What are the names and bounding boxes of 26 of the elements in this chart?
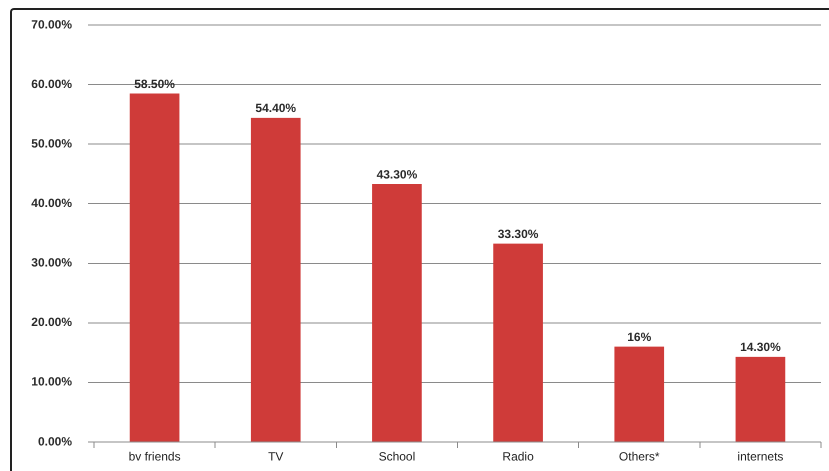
- bar: [130, 94, 180, 442]
- y-tick-label: 20.00%: [31, 315, 72, 330]
- bar: [372, 184, 422, 442]
- data-label: 33.30%: [498, 226, 539, 241]
- y-tick-label: 0.00%: [38, 434, 72, 448]
- data-label: 16%: [627, 330, 652, 344]
- data-label: 54.40%: [255, 101, 296, 116]
- bar: [736, 356, 786, 442]
- x-tick-label: TV: [268, 450, 284, 464]
- x-tick-label: School: [378, 450, 416, 464]
- y-tick-label: 70.00%: [31, 17, 72, 32]
- y-tick-label: 30.00%: [31, 256, 72, 270]
- x-tick-label: Radio: [502, 450, 534, 464]
- x-tick-label: Others*: [618, 450, 660, 464]
- x-tick-label: internets: [737, 450, 784, 464]
- data-label: 58.50%: [134, 76, 176, 91]
- x-tick-label: bv friends: [128, 450, 181, 464]
- bar: [493, 244, 543, 442]
- y-tick-label: 10.00%: [31, 374, 72, 389]
- y-tick-label: 60.00%: [31, 76, 72, 91]
- y-tick-label: 40.00%: [31, 196, 72, 210]
- bar: [250, 118, 301, 442]
- data-label: 14.30%: [740, 340, 782, 354]
- y-tick-label: 50.00%: [31, 136, 72, 150]
- bar: [614, 346, 664, 442]
- data-label: 43.30%: [376, 167, 418, 182]
